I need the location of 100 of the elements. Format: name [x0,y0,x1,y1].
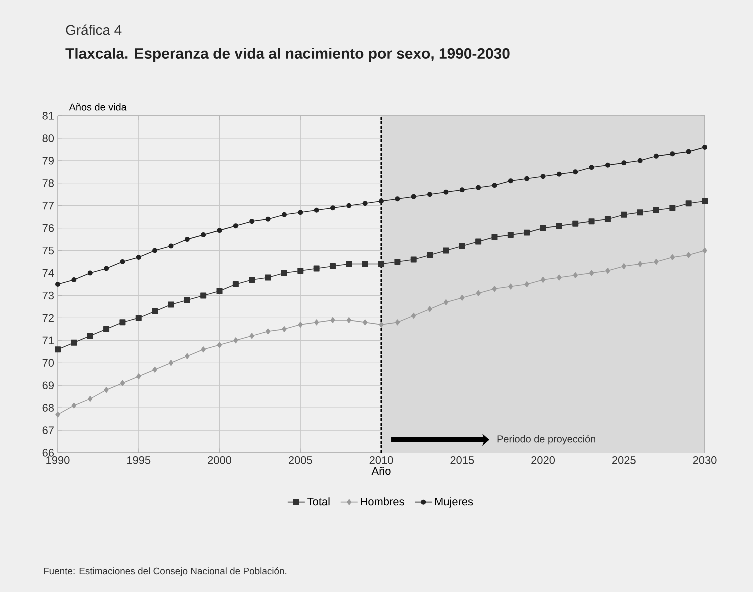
point [654,259,659,266]
point [72,277,77,282]
point [460,188,465,193]
point [200,292,207,299]
point [508,284,514,290]
point [638,158,643,164]
x-tick-label: 2020 [532,456,556,464]
point [56,412,60,418]
point [428,306,432,312]
point [621,212,628,218]
point [217,342,222,348]
point [524,281,530,288]
point [540,276,546,283]
y-axis-title: Años de vida [69,103,127,111]
point [670,152,676,157]
y-tick-label: 71 [42,336,54,344]
point [524,176,530,182]
point [638,261,643,268]
band-label: Periodo de proyección [498,435,596,445]
point [412,312,416,319]
y-tick-label: 77 [42,202,54,210]
point [556,223,562,230]
point [232,281,239,288]
point [686,149,692,154]
point [88,270,93,276]
point [622,160,627,166]
point [152,366,158,373]
point [702,144,708,150]
legend-label: Hombres [361,498,404,506]
point [492,286,498,292]
point [686,252,692,258]
point [459,243,466,250]
point [56,282,61,287]
point [476,238,482,245]
chart-title: Gráfica 4 [66,24,122,36]
point [298,322,303,328]
point [314,208,320,213]
point [168,244,174,249]
point [427,252,434,258]
y-tick-label: 78 [42,180,54,188]
point [233,224,238,229]
point [572,220,579,227]
point [444,190,449,195]
point [250,219,255,224]
point [120,380,126,386]
point [72,402,77,409]
point [201,346,206,353]
y-tick-label: 74 [42,269,54,278]
point [71,340,78,346]
y-tick-label: 81 [42,112,54,120]
legend-label: Total [308,498,330,506]
point [476,290,481,296]
point [362,320,368,326]
point [637,210,644,216]
point [410,256,417,263]
point [330,317,336,324]
point [298,210,304,216]
source-note: Fuente: Estimaciones del Consejo Nacional de Población. [44,568,287,576]
point [281,270,288,276]
x-tick-label: 2010 [370,456,394,464]
point [605,162,610,168]
point [573,272,578,278]
point [443,248,450,254]
point [266,328,271,335]
y-tick-label: 69 [42,382,54,390]
point [184,237,190,242]
point [540,225,546,232]
point [395,196,400,202]
point [395,320,400,326]
point [622,264,626,270]
x-tick-label: 2025 [612,456,636,464]
point [379,198,384,204]
point [87,333,94,340]
y-tick-label: 67 [42,426,54,434]
point [330,206,336,211]
point [702,248,708,254]
point [686,200,692,207]
point [152,308,158,314]
point [185,353,190,360]
point [556,172,562,177]
point [604,216,611,222]
point [346,203,352,208]
point [524,230,530,236]
point [394,259,401,266]
point [120,260,126,265]
point [55,346,62,353]
point [411,194,416,200]
legend-label: Mujeres [435,498,474,508]
point [314,266,320,272]
point [653,207,660,214]
point [266,216,271,222]
point [217,228,222,234]
point [362,201,368,206]
point [654,154,659,159]
point [250,333,254,340]
y-tick-label: 76 [42,224,54,232]
point [428,192,433,198]
point [298,268,304,274]
point [88,396,93,402]
point [379,322,384,328]
